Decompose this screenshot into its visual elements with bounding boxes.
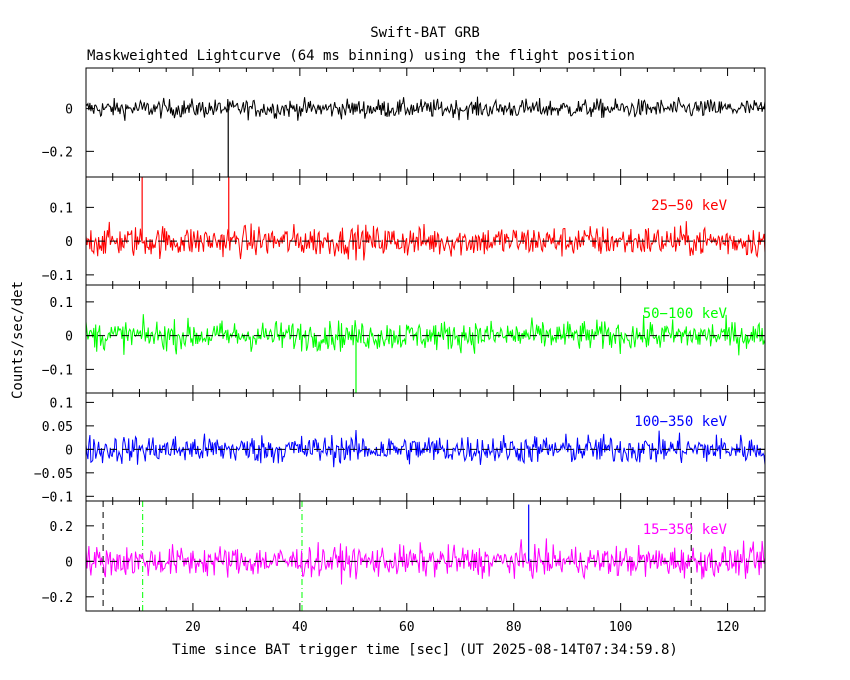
- x-tick-label-6: 120: [716, 620, 739, 635]
- series-trace-2: [85, 221, 766, 261]
- y-tick-label-4-1: 0.1: [50, 396, 73, 411]
- y-tick-label-4-5: −0.1: [42, 490, 73, 505]
- y-tick-label-3-1: 0.1: [50, 296, 73, 311]
- y-tick-label-2-3: −0.1: [42, 269, 73, 284]
- band-label-3: 50−100 keV: [643, 306, 728, 322]
- band-label-4: 100−350 keV: [634, 414, 727, 430]
- y-axis-label: Counts/sec/det: [10, 281, 26, 399]
- series-trace-5: [85, 538, 766, 585]
- y-tick-label-4-3: 0: [65, 443, 73, 458]
- panel-3: 0.1 0 −0.1 50−100 keV: [42, 284, 766, 394]
- y-tick-label-1-1: 0: [65, 103, 73, 118]
- x-tick-label-2: 40: [292, 620, 308, 635]
- chart-subtitle: Maskweighted Lightcurve (64 ms binning) …: [87, 48, 635, 64]
- panels-group: 0 −0.2 0.1 0 −0.1 25−50 keV 0.1 0 −0.1 50−100 keV…: [34, 67, 766, 635]
- panel-2: 0.1 0 −0.1 25−50 keV: [42, 176, 766, 286]
- x-tick-label-4: 80: [506, 620, 522, 635]
- y-tick-label-1-2: −0.2: [42, 145, 73, 160]
- y-tick-label-3-3: −0.1: [42, 363, 73, 378]
- panel-5: 0.2 0 −0.2 15−350 keV: [42, 500, 766, 612]
- band-label-2: 25−50 keV: [651, 198, 727, 214]
- chart-title: Swift-BAT GRB: [370, 25, 480, 41]
- x-axis-label: Time since BAT trigger time [sec] (UT 20…: [172, 642, 678, 658]
- y-tick-label-4-2: 0.05: [42, 420, 73, 435]
- band-label-5: 15−350 keV: [643, 522, 728, 538]
- series-trace-4: [85, 429, 766, 468]
- y-tick-label-5-2: 0: [65, 555, 73, 570]
- series-trace-3: [85, 314, 766, 356]
- x-tick-label-1: 20: [185, 620, 201, 635]
- y-tick-label-4-4: −0.05: [34, 467, 73, 482]
- x-tick-label-5: 100: [609, 620, 632, 635]
- series-trace-1: [85, 96, 766, 121]
- y-tick-label-3-2: 0: [65, 330, 73, 345]
- y-tick-label-5-1: 0.2: [50, 520, 73, 535]
- panel-frame-5: [85, 500, 766, 612]
- y-tick-label-2-2: 0: [65, 235, 73, 250]
- y-tick-label-5-3: −0.2: [42, 591, 73, 606]
- y-tick-label-2-1: 0.1: [50, 201, 73, 216]
- x-tick-label-3: 60: [399, 620, 415, 635]
- panel-4: 0.1 0.05 0 −0.05 −0.1 100−350 keV: [34, 392, 766, 505]
